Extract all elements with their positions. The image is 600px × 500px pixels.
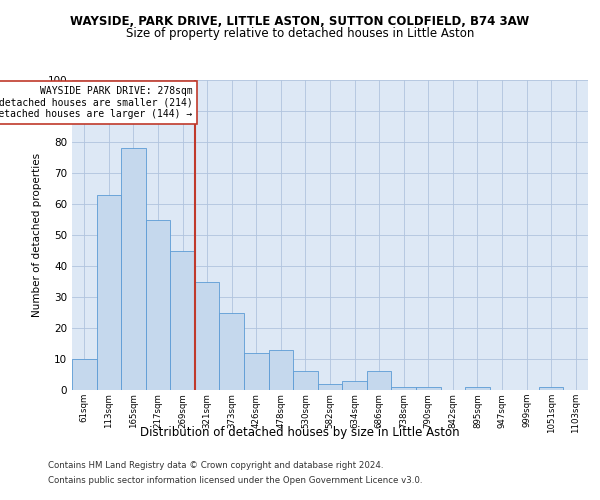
Bar [195, 282, 220, 390]
Bar [539, 387, 563, 390]
Bar [318, 384, 342, 390]
Text: Size of property relative to detached houses in Little Aston: Size of property relative to detached ho… [126, 28, 474, 40]
Text: WAYSIDE PARK DRIVE: 278sqm
← 60% of detached houses are smaller (214)
40% of sem: WAYSIDE PARK DRIVE: 278sqm ← 60% of deta… [0, 86, 193, 120]
Text: WAYSIDE, PARK DRIVE, LITTLE ASTON, SUTTON COLDFIELD, B74 3AW: WAYSIDE, PARK DRIVE, LITTLE ASTON, SUTTO… [70, 15, 530, 28]
Bar [367, 372, 391, 390]
Text: Contains HM Land Registry data © Crown copyright and database right 2024.: Contains HM Land Registry data © Crown c… [48, 461, 383, 470]
Bar [170, 250, 195, 390]
Bar [342, 380, 367, 390]
Bar [220, 312, 244, 390]
Bar [121, 148, 146, 390]
Bar [416, 387, 440, 390]
Bar [97, 194, 121, 390]
Bar [465, 387, 490, 390]
Bar [72, 359, 97, 390]
Bar [391, 387, 416, 390]
Bar [293, 372, 318, 390]
Bar [269, 350, 293, 390]
Bar [146, 220, 170, 390]
Y-axis label: Number of detached properties: Number of detached properties [32, 153, 42, 317]
Text: Contains public sector information licensed under the Open Government Licence v3: Contains public sector information licen… [48, 476, 422, 485]
Text: Distribution of detached houses by size in Little Aston: Distribution of detached houses by size … [140, 426, 460, 439]
Bar [244, 353, 269, 390]
